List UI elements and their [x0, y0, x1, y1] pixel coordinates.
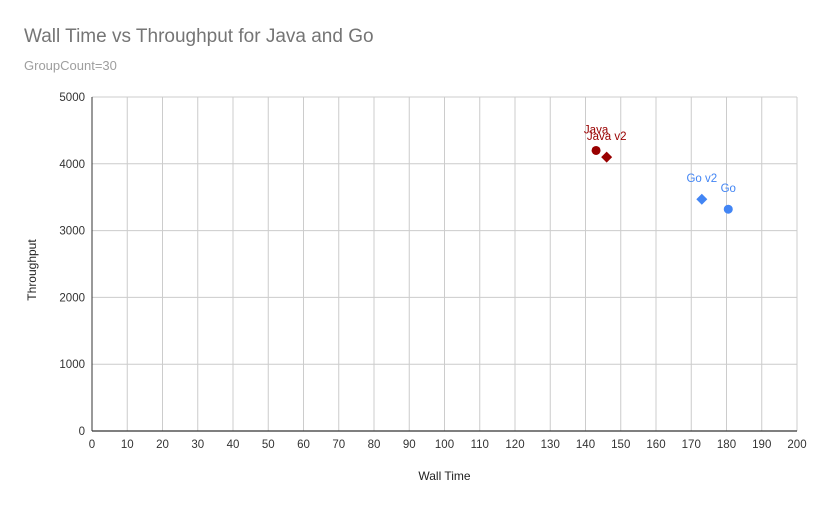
x-tick-label: 180 — [717, 439, 736, 451]
y-tick-label: 0 — [79, 426, 85, 438]
y-tick-label: 4000 — [59, 159, 85, 171]
x-tick-label: 50 — [262, 439, 275, 451]
x-tick-label: 40 — [227, 439, 240, 451]
x-tick-label: 130 — [541, 439, 560, 451]
x-tick-label: 70 — [332, 439, 345, 451]
chart-subtitle: GroupCount=30 — [24, 58, 117, 73]
x-tick-label: 200 — [787, 439, 806, 451]
x-tick-label: 60 — [297, 439, 310, 451]
grid-lines — [91, 96, 798, 432]
point-go-v2 — [696, 193, 708, 205]
x-tick-label: 190 — [752, 439, 771, 451]
point-java-v2 — [601, 151, 613, 163]
x-tick-label: 10 — [121, 439, 134, 451]
chart-title: Wall Time vs Throughput for Java and Go — [24, 26, 374, 47]
point-label-go: Go — [721, 183, 736, 195]
y-tick-label: 3000 — [59, 226, 85, 238]
x-tick-label: 160 — [646, 439, 665, 451]
y-tick-label: 2000 — [59, 292, 85, 304]
point-go — [723, 204, 733, 214]
x-tick-label: 140 — [576, 439, 595, 451]
x-axis-label: Wall Time — [418, 469, 471, 483]
point-label-java: Java — [584, 124, 609, 136]
x-tick-label: 0 — [89, 439, 95, 451]
y-tick-labels: 0 1000 2000 3000 4000 5000 — [59, 92, 85, 438]
x-tick-label: 110 — [471, 439, 489, 451]
y-tick-label: 5000 — [59, 92, 85, 104]
x-tick-label: 120 — [505, 439, 524, 451]
x-tick-label: 170 — [682, 439, 701, 451]
x-tick-label: 150 — [611, 439, 630, 451]
x-tick-label: 30 — [191, 439, 204, 451]
x-tick-label: 90 — [403, 439, 416, 451]
x-tick-label: 20 — [156, 439, 169, 451]
point-java — [591, 145, 601, 155]
point-label-java-v2: Java v2 — [587, 131, 627, 143]
point-label-go-v2: Go v2 — [686, 173, 717, 185]
x-tick-label: 100 — [435, 439, 454, 451]
x-tick-labels: 0 10 20 30 40 50 60 70 80 90 100 110 120 130 140 150 160… — [89, 439, 807, 451]
x-tick-label: 80 — [368, 439, 381, 451]
y-axis-label: Throughput — [25, 239, 39, 301]
y-tick-label: 1000 — [59, 359, 85, 371]
axes — [91, 97, 797, 432]
